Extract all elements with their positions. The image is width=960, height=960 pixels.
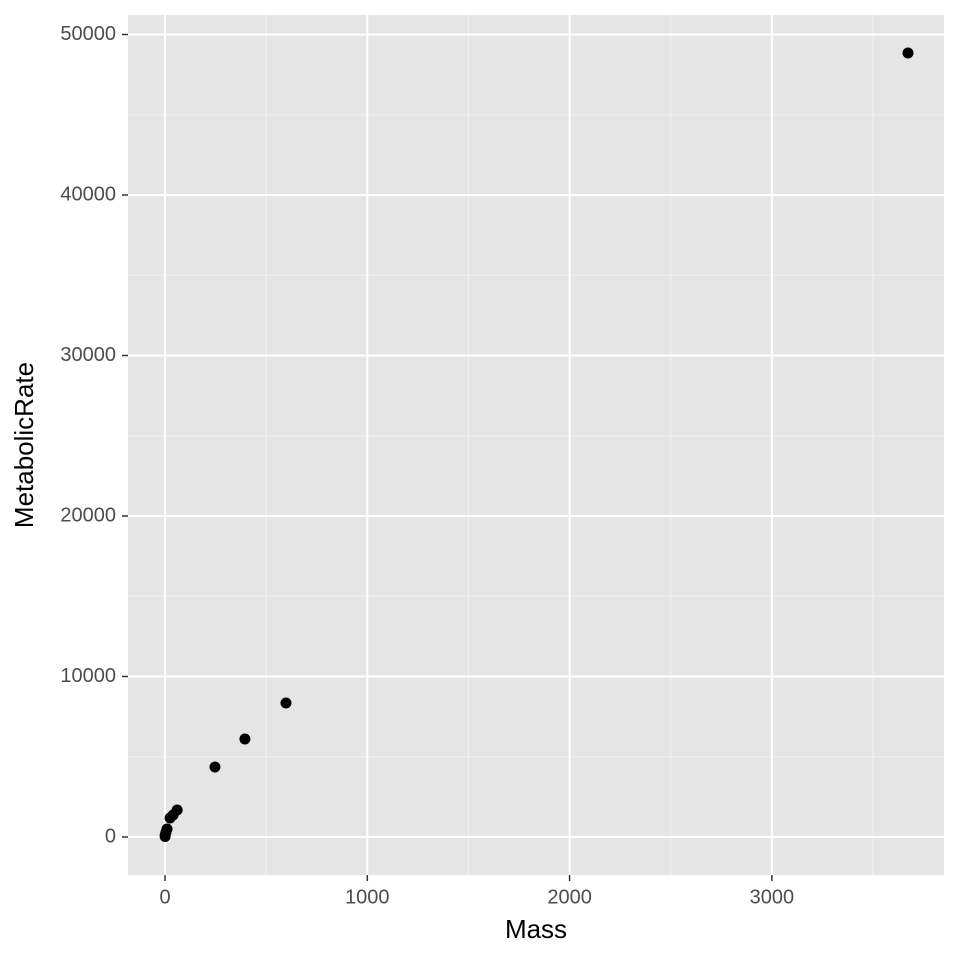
y-tick-label: 20000 bbox=[60, 504, 116, 526]
panel bbox=[128, 15, 944, 875]
y-tick-label: 50000 bbox=[60, 23, 116, 45]
point bbox=[280, 697, 292, 709]
point bbox=[239, 733, 251, 745]
y-tick-label: 10000 bbox=[60, 665, 116, 687]
y-tick-label: 30000 bbox=[60, 344, 116, 366]
point bbox=[164, 812, 176, 824]
y-tick-label: 0 bbox=[105, 825, 116, 847]
x-tick-label: 3000 bbox=[750, 886, 795, 908]
point bbox=[159, 831, 171, 843]
point bbox=[902, 47, 914, 59]
x-axis-title: Mass bbox=[505, 914, 567, 944]
y-axis-title: MetabolicRate bbox=[9, 362, 39, 528]
point bbox=[209, 761, 221, 773]
x-tick-label: 0 bbox=[159, 886, 170, 908]
x-tick-label: 1000 bbox=[345, 886, 390, 908]
x-tick-label: 2000 bbox=[547, 886, 592, 908]
y-tick-label: 40000 bbox=[60, 183, 116, 205]
